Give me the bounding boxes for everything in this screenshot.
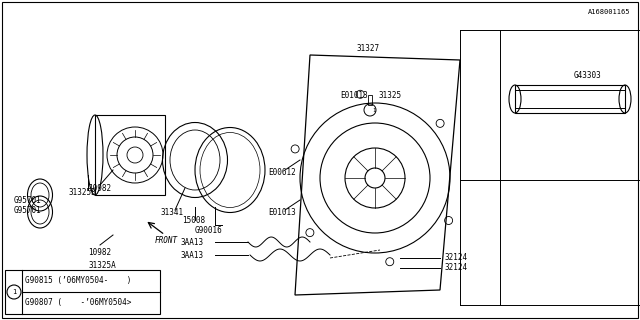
Text: FRONT: FRONT bbox=[155, 236, 178, 244]
Text: 3AA13: 3AA13 bbox=[180, 237, 203, 246]
Text: E01013: E01013 bbox=[268, 207, 296, 217]
Text: 1: 1 bbox=[372, 108, 376, 113]
Text: 10982: 10982 bbox=[88, 247, 111, 257]
Text: 3AA13: 3AA13 bbox=[180, 251, 203, 260]
Text: G90016: G90016 bbox=[195, 226, 223, 235]
Text: 31327: 31327 bbox=[356, 44, 380, 52]
Bar bbox=[95, 115, 165, 195]
Text: E01013: E01013 bbox=[340, 91, 368, 100]
Text: A168001165: A168001165 bbox=[588, 9, 630, 15]
Text: 31325: 31325 bbox=[378, 91, 401, 100]
Text: 31325A: 31325A bbox=[88, 260, 116, 269]
Text: G90815 (’06MY0504-    ): G90815 (’06MY0504- ) bbox=[25, 276, 131, 285]
Text: E00612: E00612 bbox=[268, 167, 296, 177]
Text: G95701: G95701 bbox=[14, 196, 42, 204]
Bar bbox=[5, 270, 160, 314]
Text: 10982: 10982 bbox=[88, 183, 111, 193]
Text: 32124: 32124 bbox=[444, 253, 467, 262]
Text: 1: 1 bbox=[12, 289, 16, 295]
Bar bbox=[515, 85, 625, 113]
Text: 31341: 31341 bbox=[160, 207, 183, 217]
Text: G95701: G95701 bbox=[14, 205, 42, 214]
Text: 32124: 32124 bbox=[444, 263, 467, 273]
Text: G90807 (    -’06MY0504>: G90807 ( -’06MY0504> bbox=[25, 299, 131, 308]
Text: 15008: 15008 bbox=[182, 215, 205, 225]
Text: 31325B: 31325B bbox=[68, 188, 96, 196]
Text: G43303: G43303 bbox=[574, 70, 602, 79]
